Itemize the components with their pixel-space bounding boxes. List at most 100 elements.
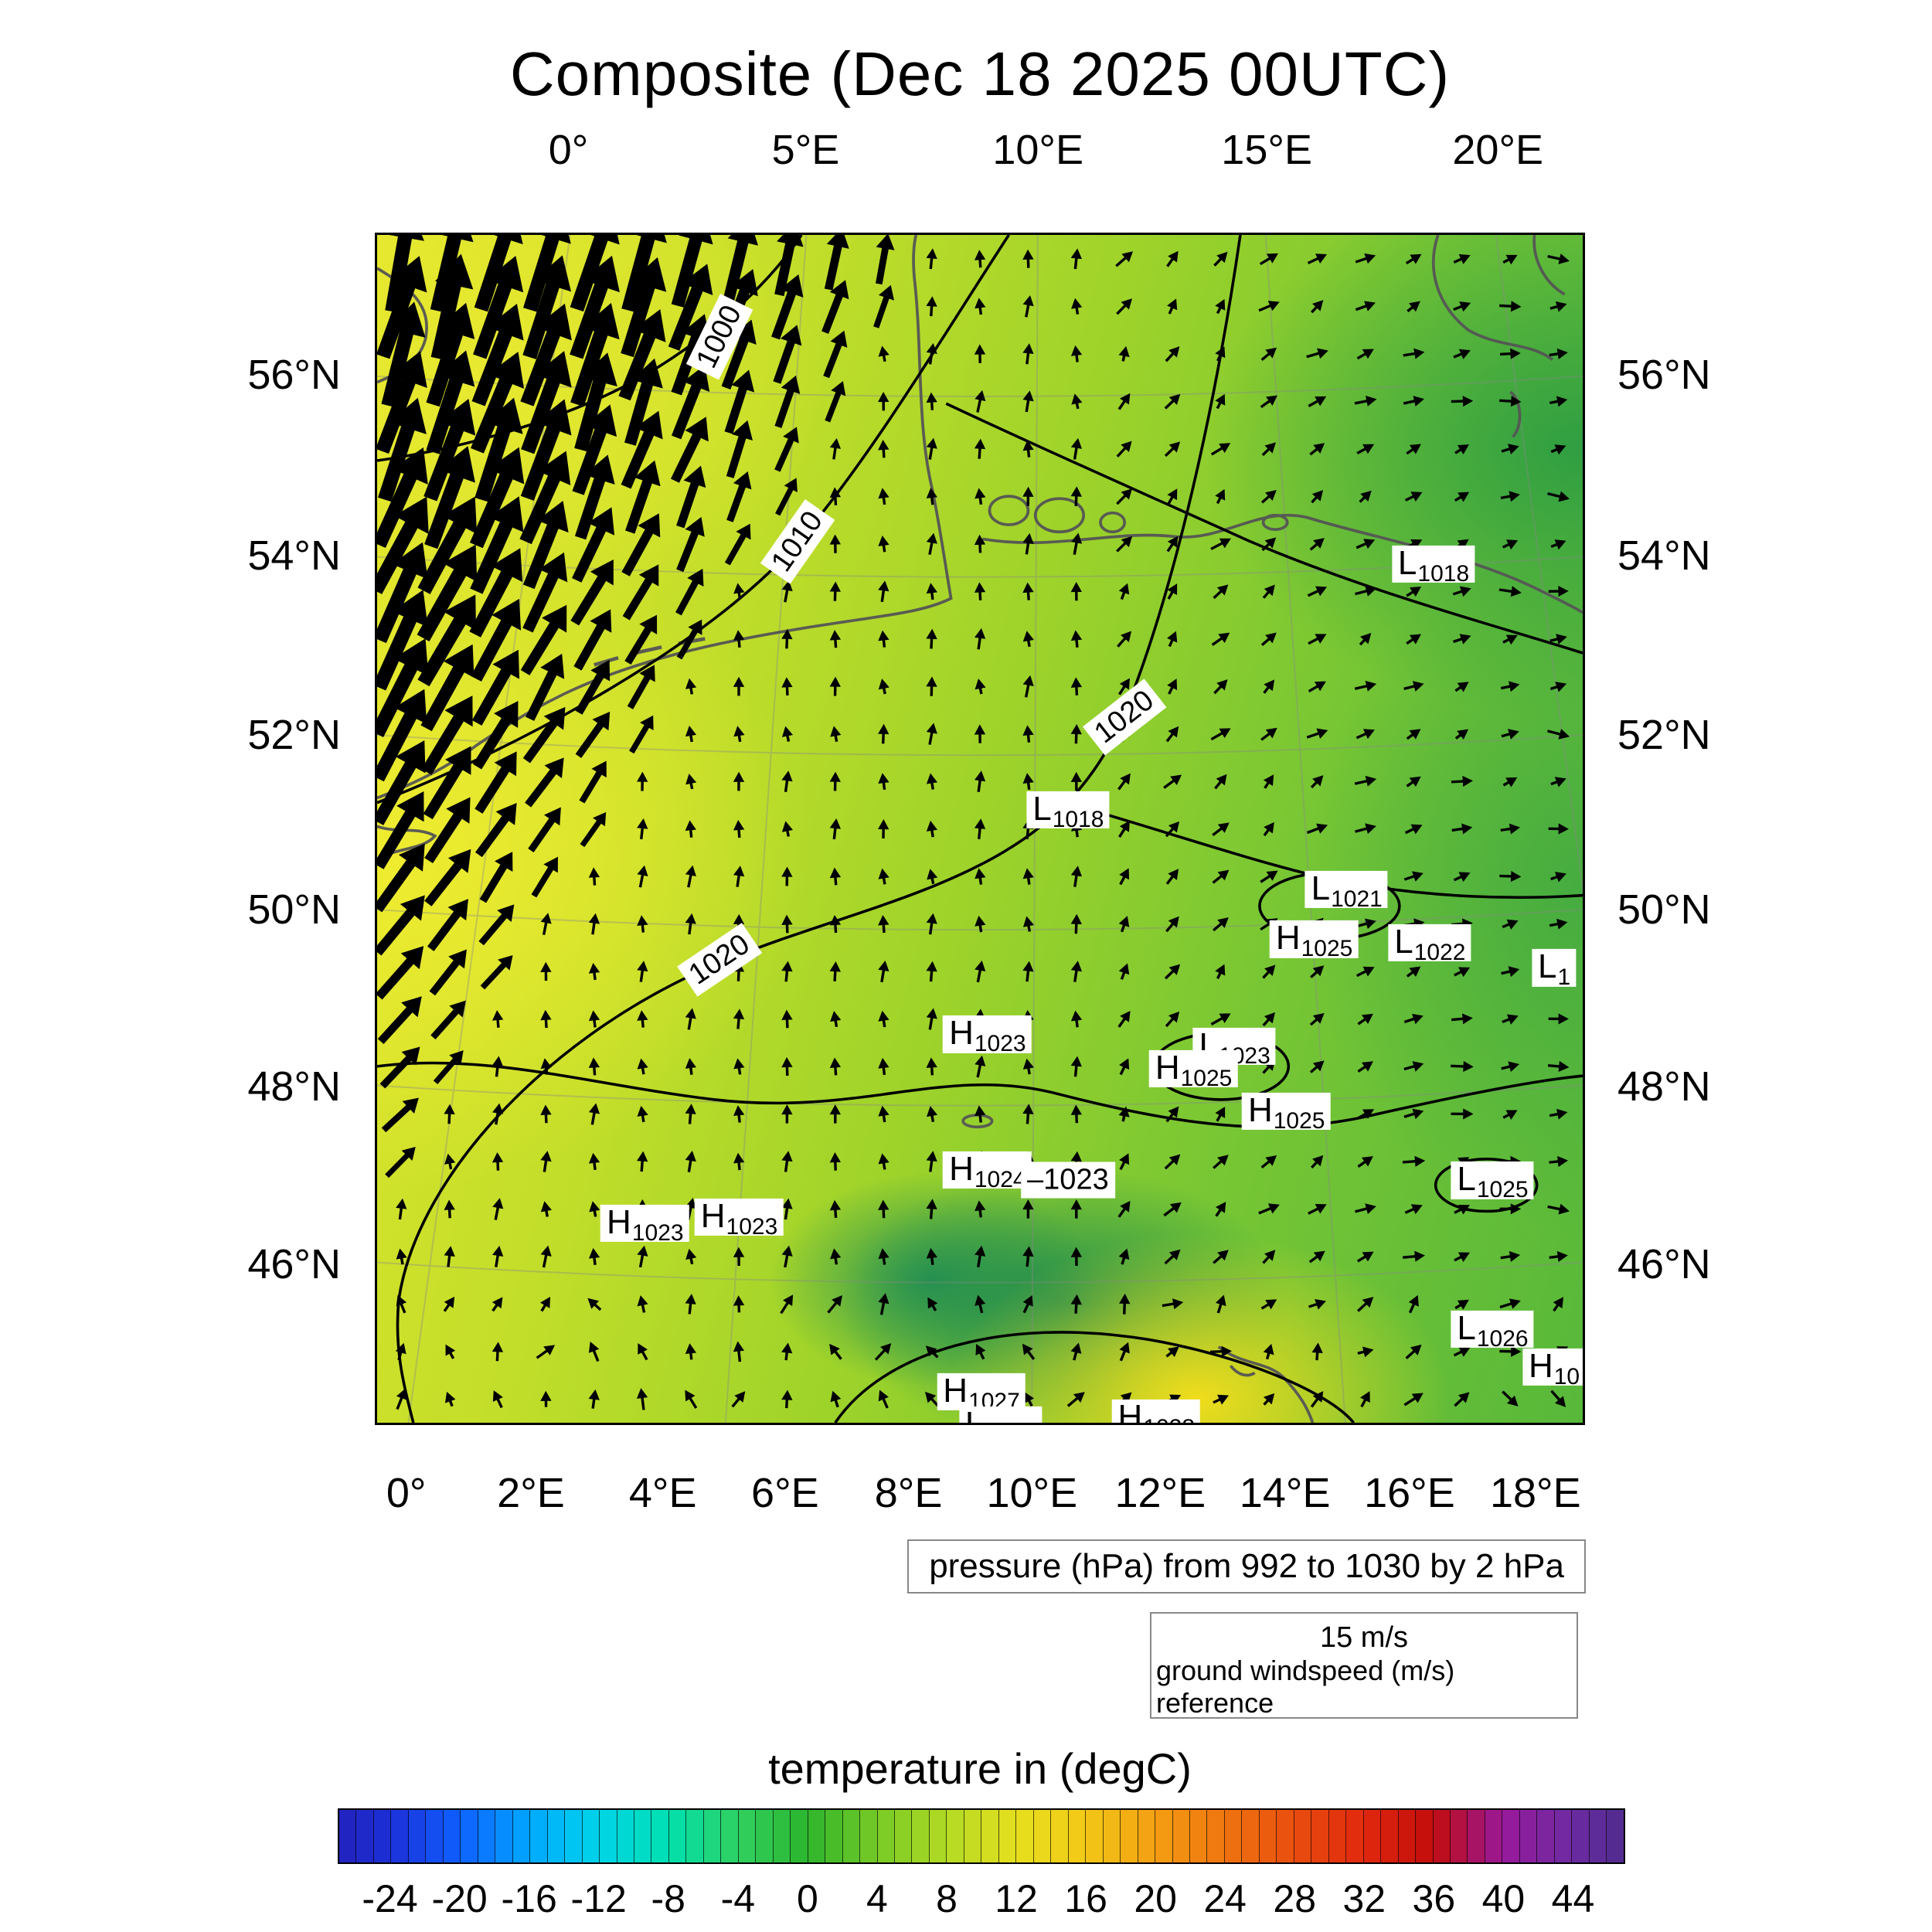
colorbar-tick-label: 8	[936, 1877, 957, 1920]
axis-tick-label: 48°N	[1617, 1063, 1711, 1110]
axis-tick-label: 10°E	[986, 1470, 1078, 1516]
colorbar-segment	[582, 1810, 600, 1862]
colorbar-tick-label: 16	[1064, 1877, 1107, 1920]
colorbar-segment	[860, 1810, 878, 1862]
axis-tick-label: 56°N	[1617, 351, 1711, 398]
pressure-center-value: 1021	[1331, 886, 1383, 912]
colorbar-segment	[547, 1810, 566, 1862]
pressure-center-type: H	[607, 1202, 631, 1241]
axis-tick-label: 12°E	[1114, 1470, 1206, 1516]
colorbar-segment	[356, 1810, 374, 1862]
pressure-center-value: 1022	[1413, 939, 1466, 965]
colorbar-segment	[512, 1810, 531, 1862]
isobar-value-label: 1010	[760, 498, 835, 584]
pressure-center-type: L	[1457, 1160, 1476, 1199]
pressure-center-value: 1023	[631, 1219, 684, 1246]
colorbar-segment	[391, 1810, 409, 1862]
colorbar-segment	[947, 1810, 964, 1862]
colorbar-segment	[929, 1810, 947, 1862]
colorbar-segment	[1294, 1810, 1312, 1862]
pressure-center-value: 1025	[1180, 1065, 1233, 1091]
pressure-center-label: L1025	[1451, 1160, 1534, 1202]
axis-tick-label: 46°N	[247, 1240, 341, 1287]
colorbar-segment	[1381, 1810, 1399, 1862]
colorbar-segment	[791, 1810, 808, 1862]
pressure-center-type: L	[1394, 922, 1413, 961]
colorbar-segment	[895, 1810, 913, 1862]
colorbar-tick-label: -16	[501, 1877, 557, 1920]
pressure-center-value: 1025	[1273, 1108, 1325, 1134]
colorbar-tick-label: 44	[1551, 1877, 1595, 1920]
colorbar-segment	[1398, 1810, 1417, 1862]
axis-tick	[532, 1423, 534, 1425]
pressure-center-type: H	[949, 1149, 974, 1188]
axis-tick	[907, 1423, 910, 1425]
colorbar-segment	[443, 1810, 461, 1862]
axis-tick	[1583, 375, 1585, 377]
weather-map: L1018 L1018 L1021 H1025 L1022 L1 H1023 L1023 H10…	[375, 233, 1585, 1425]
axis-tick	[1583, 556, 1585, 558]
map-vector-layer	[377, 235, 1583, 1423]
colorbar-tick-label: 32	[1342, 1877, 1386, 1920]
colorbar-segment	[1033, 1810, 1052, 1862]
pressure-center-value: 1028	[1143, 1415, 1195, 1423]
colorbar-tick-label: 4	[866, 1877, 888, 1920]
colorbar-segment	[1311, 1810, 1329, 1862]
pressure-center-type: H	[943, 1371, 968, 1410]
colorbar-segment	[1328, 1810, 1347, 1862]
colorbar-tick-label: 20	[1134, 1877, 1177, 1920]
colorbar-segment	[668, 1810, 687, 1862]
axis-tick-label: 20°E	[1452, 127, 1544, 173]
axis-tick	[1532, 1423, 1535, 1425]
colorbar-segment	[1086, 1810, 1104, 1862]
axis-tick	[1158, 1423, 1161, 1425]
axis-tick-label: 2°E	[497, 1470, 565, 1516]
axis-tick	[1283, 1423, 1285, 1425]
colorbar-segment	[1433, 1810, 1451, 1862]
colorbar-segment	[1416, 1810, 1434, 1862]
colorbar-tick-label: -12	[570, 1877, 627, 1920]
colorbar-segment	[1277, 1810, 1294, 1862]
colorbar-segment	[756, 1810, 774, 1862]
colorbar-segment	[1468, 1810, 1485, 1862]
isobar-value-label: 1020	[1083, 679, 1167, 756]
colorbar-segment	[808, 1810, 826, 1862]
colorbar-segment	[1121, 1810, 1138, 1862]
colorbar-segment	[1172, 1810, 1190, 1862]
colorbar-segment	[1224, 1810, 1243, 1862]
colorbar-segment	[634, 1810, 652, 1862]
colorbar-segment	[1589, 1810, 1607, 1862]
colorbar-segment	[1537, 1810, 1555, 1862]
colorbar-segment	[998, 1810, 1017, 1862]
pressure-legend: pressure (hPa) from 992 to 1030 by 2 hPa	[907, 1539, 1586, 1594]
pressure-center-value: 1024	[974, 1166, 1026, 1192]
pressure-center-type: H	[1528, 1346, 1553, 1385]
colorbar-segment	[1519, 1810, 1538, 1862]
colorbar-segment	[1242, 1810, 1260, 1862]
colorbar-segment	[651, 1810, 669, 1862]
pressure-center-type: H	[1117, 1397, 1143, 1425]
wind-reference-box: 15 m/s ground windspeed (m/s) reference	[1150, 1612, 1578, 1719]
pressure-center-type: L	[964, 1404, 985, 1425]
colorbar-segment	[408, 1810, 427, 1862]
axis-tick	[784, 1423, 787, 1425]
colorbar-segment	[565, 1810, 583, 1862]
pressure-center-value: 1026	[1476, 1325, 1529, 1352]
colorbar-tick-label: 28	[1273, 1877, 1317, 1920]
map-label-layer: L1018 L1018 L1021 H1025 L1022 L1 H1023 L1023 H10…	[377, 235, 1583, 1423]
colorbar-tick-label: 12	[995, 1877, 1038, 1920]
axis-tick-label: 14°E	[1239, 1470, 1331, 1516]
colorbar-segment	[877, 1810, 895, 1862]
colorbar-tick-label: 0	[796, 1877, 818, 1920]
pressure-center-type: H	[700, 1197, 726, 1235]
colorbar-segment	[686, 1810, 704, 1862]
axis-tick-label: 52°N	[1617, 711, 1711, 758]
colorbar-segment	[617, 1810, 634, 1862]
pressure-center-value: 1018	[1052, 806, 1104, 832]
axis-tick-label: 54°N	[247, 532, 341, 580]
axis-tick-label: 56°N	[247, 351, 341, 398]
pressure-center-type: H	[1275, 919, 1301, 957]
axis-tick-label: 46°N	[1617, 1240, 1711, 1287]
temperature-colorbar	[338, 1808, 1625, 1864]
colorbar-segment	[461, 1810, 478, 1862]
